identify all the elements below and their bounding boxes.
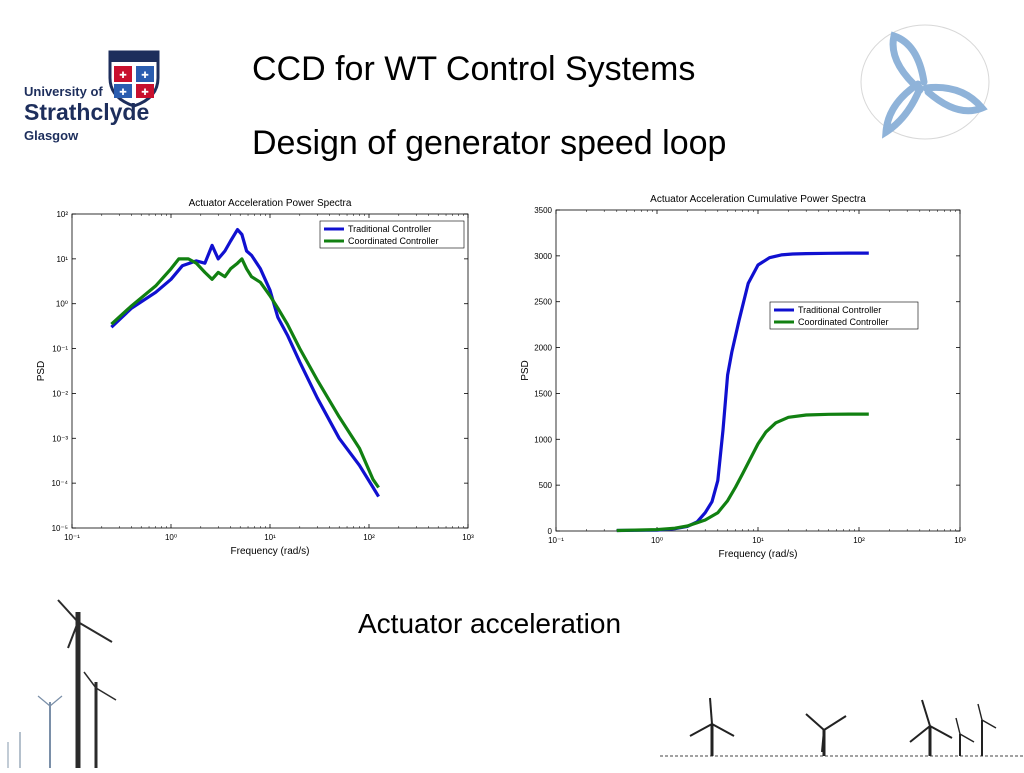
y-tick-label: 0 [548, 527, 553, 536]
series-line-coordinated [110, 257, 380, 489]
chart-title: Actuator Acceleration Cumulative Power S… [650, 194, 866, 205]
y-tick-label: 1000 [534, 435, 552, 444]
x-tick-label: 10⁻¹ [64, 533, 80, 542]
y-tick-label: 10² [56, 210, 68, 219]
legend-label: Coordinated Controller [348, 236, 439, 246]
svg-text:✚: ✚ [119, 71, 127, 81]
cumulative-power-spectra-svg: Actuator Acceleration Cumulative Power S… [520, 194, 966, 560]
y-axis-label: PSD [520, 360, 531, 381]
university-logo: ✚ ✚ ✚ ✚ University of Strathclyde Glasgo… [24, 48, 174, 158]
chart-title: Actuator Acceleration Power Spectra [189, 198, 352, 209]
series-line-coordinated [616, 412, 869, 533]
trefoil-emblem-icon [858, 22, 992, 142]
y-tick-label: 10⁻² [52, 389, 68, 398]
y-tick-label: 2500 [534, 298, 552, 307]
legend-label: Coordinated Controller [798, 317, 889, 327]
x-axis-label: Frequency (rad/s) [719, 549, 798, 560]
svg-text:✚: ✚ [141, 71, 149, 81]
x-tick-label: 10³ [954, 536, 966, 545]
wind-turbines-bottom-icon [660, 690, 1024, 768]
university-crest-icon: ✚ ✚ ✚ ✚ [108, 50, 160, 108]
logo-line1: University of [24, 84, 103, 99]
x-axis-label: Frequency (rad/s) [231, 546, 310, 557]
x-tick-label: 10¹ [264, 533, 276, 542]
slide-title: CCD for WT Control Systems [252, 50, 696, 88]
y-tick-label: 10⁻³ [52, 434, 68, 443]
x-tick-label: 10³ [462, 533, 474, 542]
cumulative-power-spectra-chart: Actuator Acceleration Cumulative Power S… [508, 188, 972, 562]
slide-caption: Actuator acceleration [358, 608, 622, 639]
x-tick-label: 10⁰ [651, 536, 663, 545]
y-tick-label: 500 [539, 481, 553, 490]
legend-label: Traditional Controller [798, 305, 881, 315]
wind-turbines-left-icon [0, 592, 130, 768]
y-tick-label: 1500 [534, 389, 552, 398]
x-tick-label: 10⁰ [165, 533, 177, 542]
plot-area [555, 209, 961, 532]
x-tick-label: 10¹ [752, 536, 764, 545]
legend-box [769, 301, 919, 330]
y-tick-label: 2000 [534, 344, 552, 353]
y-tick-label: 10⁻⁵ [52, 524, 68, 533]
y-tick-label: 3000 [534, 252, 552, 261]
y-tick-label: 10¹ [56, 255, 68, 264]
y-tick-label: 3500 [534, 206, 552, 215]
plot-area [71, 213, 469, 529]
legend-box [319, 220, 465, 249]
slide-subtitle: Design of generator speed loop [252, 124, 727, 162]
svg-text:✚: ✚ [119, 88, 127, 98]
y-tick-label: 10⁻⁴ [51, 479, 68, 488]
y-tick-label: 10⁻¹ [52, 345, 68, 354]
series-line-traditional [110, 227, 380, 498]
y-tick-label: 10⁰ [56, 300, 68, 309]
y-axis-label: PSD [36, 361, 47, 382]
legend-label: Traditional Controller [348, 224, 431, 234]
logo-line2: Strathclyde [24, 99, 150, 125]
svg-text:✚: ✚ [141, 88, 149, 98]
x-tick-label: 10² [853, 536, 865, 545]
power-spectra-chart: Actuator Acceleration Power Spectra 10⁻¹ 1… [28, 188, 486, 562]
x-tick-label: 10⁻¹ [548, 536, 564, 545]
x-tick-label: 10² [363, 533, 375, 542]
logo-line3: Glasgow [24, 128, 79, 143]
